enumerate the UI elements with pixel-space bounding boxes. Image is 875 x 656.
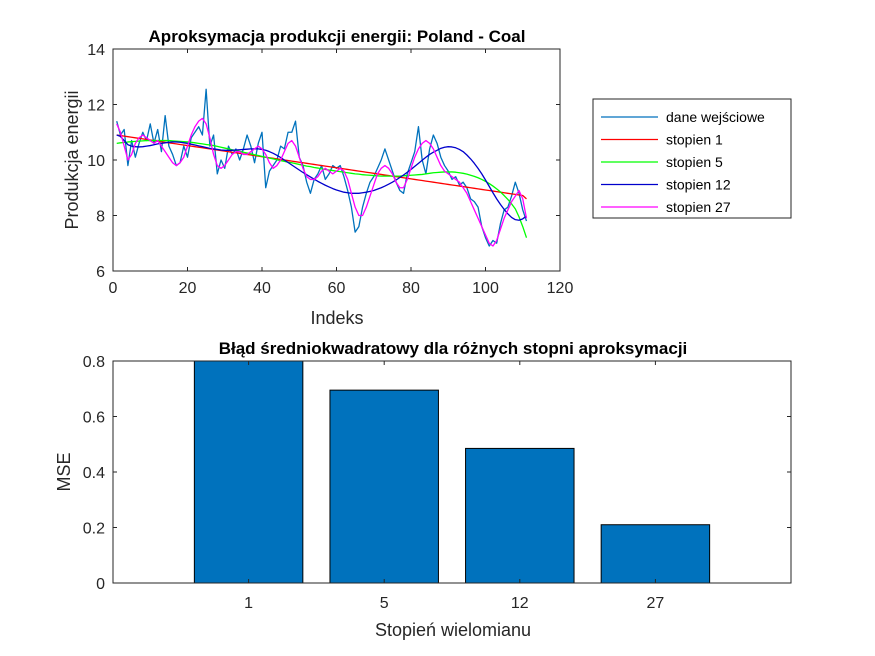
legend-box (592, 98, 792, 219)
line-chart: 0 20 40 60 80 100 120 6 8 10 12 14 Aproksymacja pr… (62, 27, 792, 328)
bar-chart-bars (193, 360, 711, 584)
legend-label-4: stopien 12 (666, 177, 731, 193)
line-chart-y-ticks: 6 8 10 12 14 (87, 42, 560, 281)
y-tick-label: 0.4 (83, 465, 105, 482)
y-tick-label: 0.8 (83, 354, 105, 371)
line-chart-legend: dane wejściowe stopien 1 stopien 5 stopien … (592, 98, 792, 219)
bar-chart-x-axis-label: Stopień wielomianu (375, 620, 531, 640)
bar-1 (193, 360, 304, 584)
line-chart-y-axis-label: Produkcja energii (62, 90, 82, 229)
x-tick-label: 100 (472, 280, 499, 297)
x-tick-label: 60 (328, 280, 346, 297)
x-tick-label: 12 (511, 595, 529, 612)
y-tick-label: 0.6 (83, 410, 105, 427)
x-tick-label: 5 (380, 595, 389, 612)
bar-12 (465, 447, 575, 584)
series-line-4 (116, 134, 527, 221)
x-tick-label: 120 (547, 280, 574, 297)
legend-label-1: dane wejściowe (666, 109, 765, 125)
series-line-5 (116, 117, 528, 247)
y-tick-label: 0 (96, 576, 105, 593)
x-tick-label: 80 (402, 280, 420, 297)
line-chart-x-ticks: 0 20 40 60 80 100 120 (109, 49, 574, 297)
bar-5 (329, 389, 439, 584)
y-tick-label: 10 (87, 153, 105, 170)
bar-chart: 1 5 12 27 0 0.2 0.4 0.6 0.8 Błąd średniokwadrat… (54, 339, 792, 640)
line-chart-title: Aproksymacja produkcji energii: Poland -… (149, 27, 526, 46)
series-line-3 (116, 139, 528, 238)
bar-27 (600, 524, 711, 584)
y-tick-label: 12 (87, 98, 105, 115)
line-chart-plot-area (116, 88, 528, 247)
x-tick-label: 20 (179, 280, 197, 297)
bar-chart-y-axis-label: MSE (54, 452, 74, 491)
line-chart-x-axis-label: Indeks (310, 308, 363, 328)
y-tick-label: 6 (96, 264, 105, 281)
legend-label-3: stopien 5 (666, 154, 723, 170)
y-tick-label: 14 (87, 42, 105, 59)
bar-chart-y-ticks: 0 0.2 0.4 0.6 0.8 (83, 354, 791, 593)
x-tick-label: 0 (109, 280, 118, 297)
legend-label-5: stopien 27 (666, 199, 731, 215)
y-tick-label: 0.2 (83, 521, 105, 538)
x-tick-label: 1 (244, 595, 253, 612)
series-line-2 (116, 134, 527, 200)
bar-chart-x-ticks: 1 5 12 27 (244, 361, 664, 612)
bar-chart-title: Błąd średniokwadratowy dla różnych stopn… (219, 339, 688, 358)
x-tick-label: 27 (647, 595, 665, 612)
x-tick-label: 40 (253, 280, 271, 297)
legend-label-2: stopien 1 (666, 132, 723, 148)
y-tick-label: 8 (96, 209, 105, 226)
